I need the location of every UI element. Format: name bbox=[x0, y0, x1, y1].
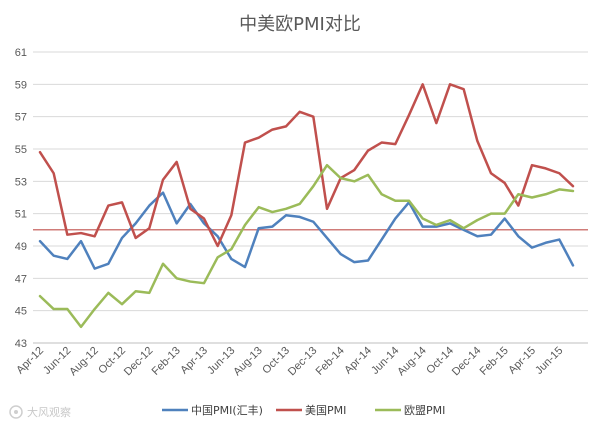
legend: 中国PMI(汇丰) 美国PMI 欧盟PMI bbox=[162, 404, 445, 417]
gridlines bbox=[33, 51, 588, 344]
legend-label-eu: 欧盟PMI bbox=[404, 404, 445, 417]
series-group bbox=[38, 83, 575, 329]
y-tick-label: 45 bbox=[15, 306, 27, 318]
y-tick-label: 53 bbox=[15, 176, 27, 188]
watermark-icon-dot bbox=[14, 410, 18, 414]
y-tick-label: 61 bbox=[15, 47, 27, 59]
y-tick-label: 47 bbox=[15, 273, 27, 285]
watermark-text: 大风观察 bbox=[27, 405, 71, 419]
y-tick-label: 43 bbox=[15, 338, 27, 350]
y-tick-label: 59 bbox=[15, 79, 27, 91]
watermark: 大风观察 bbox=[9, 405, 71, 419]
y-tick-label: 55 bbox=[15, 144, 27, 156]
y-axis: 43 45 47 49 51 53 55 57 59 61 bbox=[15, 47, 27, 350]
legend-label-china: 中国PMI(汇丰) bbox=[191, 404, 263, 417]
chart-title: 中美欧PMI对比 bbox=[239, 14, 361, 35]
series-line-china bbox=[38, 191, 575, 270]
legend-label-usa: 美国PMI bbox=[305, 404, 346, 417]
y-tick-label: 49 bbox=[15, 241, 27, 253]
series-line-usa bbox=[38, 83, 575, 248]
y-tick-label: 51 bbox=[15, 209, 27, 221]
series-line-eu bbox=[38, 163, 575, 329]
y-tick-label: 57 bbox=[15, 112, 27, 124]
watermark-icon bbox=[9, 405, 23, 419]
